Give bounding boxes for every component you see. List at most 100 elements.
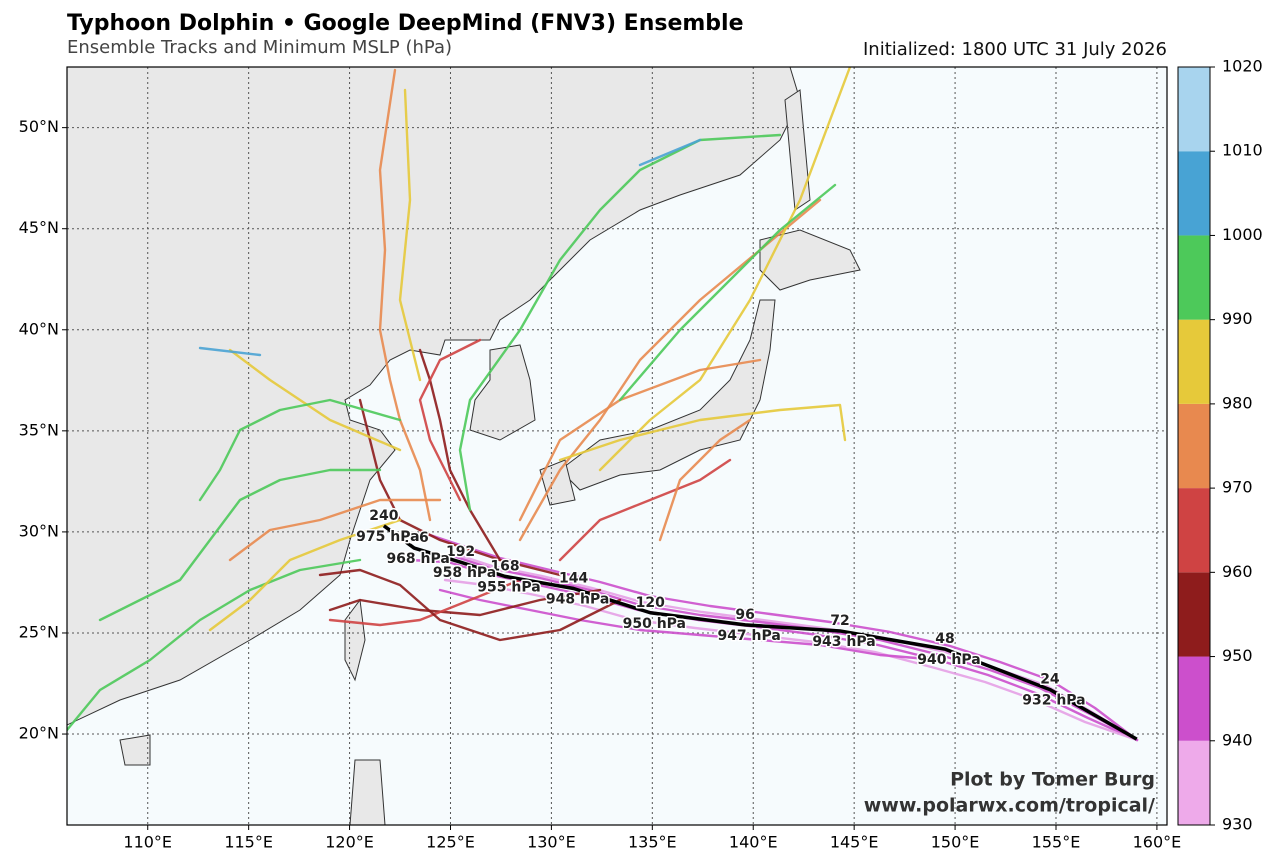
map-frame bbox=[66, 66, 1168, 826]
credit-url: www.polarwx.com/tropical/ bbox=[864, 795, 1155, 817]
lon-tick-label: 135°E bbox=[628, 833, 677, 852]
lat-tick-label: 40°N bbox=[19, 319, 59, 338]
ensemble-track bbox=[98, 468, 382, 622]
colorbar-band bbox=[1178, 656, 1210, 741]
mean-track bbox=[382, 524, 1138, 741]
colorbar-label: 1010 bbox=[1222, 141, 1263, 160]
ensemble-track bbox=[418, 348, 502, 562]
ensemble-track bbox=[398, 88, 422, 382]
ensemble-track bbox=[228, 498, 442, 562]
lat-tick-label: 35°N bbox=[19, 420, 59, 439]
overlay: 24 932 hPa 48 940 hPa 72 943 hPa 96 947 hPa 120 9… bbox=[355, 506, 1138, 741]
ensemble-track bbox=[67, 558, 362, 732]
lon-tick-label: 120°E bbox=[325, 833, 374, 852]
ensemble-track bbox=[318, 568, 622, 642]
colorbar-frame bbox=[1177, 66, 1211, 826]
forecast-pressure: 975 hPa bbox=[356, 529, 419, 545]
forecast-pressure: 955 hPa bbox=[477, 579, 540, 595]
ensemble-track bbox=[418, 338, 482, 502]
lon-tick-label: 125°E bbox=[426, 833, 475, 852]
ensemble-tracks bbox=[67, 67, 1139, 742]
forecast-pressure: 950 hPa bbox=[623, 616, 686, 632]
colorbar-band bbox=[1178, 235, 1210, 320]
ensemble-track bbox=[428, 533, 1139, 742]
colorbar-band bbox=[1178, 67, 1210, 152]
asia bbox=[67, 67, 801, 726]
forecast-hour: 216 bbox=[400, 530, 429, 546]
colorbar-label: 930 bbox=[1222, 815, 1253, 834]
colorbar-band bbox=[1178, 488, 1210, 573]
forecast-pressure: 968 hPa bbox=[386, 551, 449, 567]
lat-tick-label: 25°N bbox=[19, 622, 59, 641]
luzon bbox=[349, 759, 386, 825]
colorbar-band bbox=[1178, 151, 1210, 236]
forecast-pressure: 943 hPa bbox=[812, 634, 875, 650]
land bbox=[67, 67, 861, 825]
ensemble-track bbox=[638, 138, 702, 167]
colorbar-label: 990 bbox=[1222, 309, 1253, 328]
forecast-hour: 72 bbox=[830, 613, 849, 629]
forecast-pressure: 958 hPa bbox=[433, 565, 496, 581]
lon-tick-label: 160°E bbox=[1133, 833, 1182, 852]
korea bbox=[469, 344, 536, 441]
lon-tick-label: 150°E bbox=[931, 833, 980, 852]
taiwan bbox=[344, 598, 366, 682]
forecast-hour: 192 bbox=[446, 544, 475, 560]
forecast-hour: 48 bbox=[935, 631, 954, 647]
forecast-hour: 144 bbox=[559, 571, 588, 587]
lon-tick-label: 155°E bbox=[1032, 833, 1081, 852]
lat-tick-label: 20°N bbox=[19, 724, 59, 743]
colorbar-label: 950 bbox=[1222, 646, 1253, 665]
forecast-hour: 168 bbox=[490, 558, 519, 574]
ensemble-track bbox=[458, 133, 782, 512]
title: Typhoon Dolphin • Google DeepMind (FNV3)… bbox=[67, 11, 744, 36]
credit-author: Plot by Tomer Burg bbox=[950, 769, 1155, 791]
ensemble-track bbox=[228, 348, 402, 452]
lon-tick-label: 115°E bbox=[224, 833, 273, 852]
forecast-pressure: 940 hPa bbox=[917, 652, 980, 668]
ensemble-track bbox=[450, 551, 1139, 742]
ensemble-track bbox=[558, 458, 732, 562]
ensemble-track bbox=[198, 398, 402, 502]
lat-tick-label: 45°N bbox=[19, 218, 59, 237]
ensemble-track bbox=[208, 518, 402, 632]
ensemble-track bbox=[598, 67, 852, 472]
ensemble-track bbox=[448, 553, 1139, 742]
subtitle: Ensemble Tracks and Minimum MSLP (hPa) bbox=[67, 37, 452, 58]
forecast-pressure: 948 hPa bbox=[546, 592, 609, 608]
forecast-hour: 96 bbox=[735, 607, 754, 623]
colorbar-band bbox=[1178, 319, 1210, 404]
lat-tick-label: 30°N bbox=[19, 521, 59, 540]
lon-tick-label: 130°E bbox=[527, 833, 576, 852]
forecast-hour: 240 bbox=[369, 508, 398, 524]
ensemble-track bbox=[618, 183, 837, 402]
ensemble-track bbox=[558, 403, 847, 462]
lon-tick-label: 145°E bbox=[830, 833, 879, 852]
ensemble-track bbox=[328, 578, 522, 627]
colorbar-label: 960 bbox=[1222, 562, 1253, 581]
colorbar-band bbox=[1178, 403, 1210, 489]
forecast-hour: 24 bbox=[1040, 672, 1060, 688]
colorbar-band bbox=[1178, 740, 1210, 825]
init-time: Initialized: 1800 UTC 31 July 2026 bbox=[863, 39, 1167, 60]
ensemble-track bbox=[438, 588, 942, 662]
lat-tick-label: 50°N bbox=[19, 117, 59, 136]
forecast-pressure: 932 hPa bbox=[1022, 693, 1085, 709]
colorbar-label: 940 bbox=[1222, 730, 1253, 749]
ensemble-track bbox=[443, 578, 1139, 742]
sakhalin bbox=[784, 89, 811, 211]
colorbar-band bbox=[1178, 572, 1210, 657]
ensemble-track bbox=[198, 346, 262, 357]
ensemble-track bbox=[378, 68, 432, 522]
colorbar-label: 980 bbox=[1222, 393, 1253, 412]
colorbar-label: 970 bbox=[1222, 478, 1253, 497]
grid bbox=[67, 67, 1167, 825]
forecast-pressure: 947 hPa bbox=[717, 628, 780, 644]
hainan bbox=[119, 734, 151, 766]
colorbar-label: 1020 bbox=[1222, 57, 1263, 76]
ensemble-track bbox=[658, 418, 752, 542]
lon-tick-label: 140°E bbox=[729, 833, 778, 852]
ensemble-track bbox=[328, 588, 602, 617]
forecast-hour: 120 bbox=[636, 595, 665, 611]
